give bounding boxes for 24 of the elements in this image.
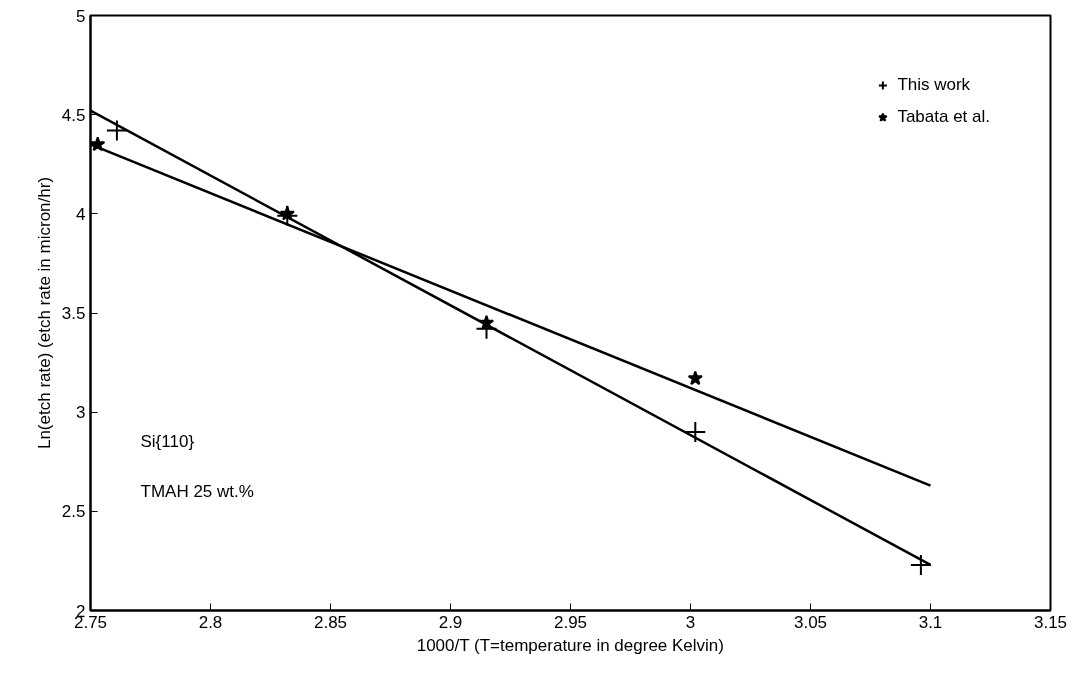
annotation: TMAH 25 wt.%	[140, 481, 254, 501]
x-tick-label: 3.15	[1033, 612, 1068, 632]
point	[105, 119, 128, 142]
x-tick-label: 2.8	[198, 612, 223, 632]
x-tick-label: 3	[685, 612, 696, 632]
x-tick-label: 2.85	[313, 612, 348, 632]
y-tick-label: 4	[76, 204, 86, 224]
point	[276, 204, 299, 227]
y-tick-label: 3.5	[61, 304, 86, 323]
x-tick-label: 3.05	[793, 612, 828, 632]
point	[684, 421, 707, 443]
y-tick-label: 2.5	[61, 502, 86, 522]
y-axis-title: Ln(etch rate) (etch rate in micron/hr)	[34, 176, 54, 450]
x-axis-title: 1000/T (T=temperature in degree Kelvin)	[416, 635, 724, 655]
legend-label: This work	[897, 75, 971, 95]
y-tick-label: 4.5	[61, 105, 86, 125]
legend-label: Tabata et al.	[897, 107, 990, 127]
y-tick-label: 5	[76, 6, 86, 26]
x-tick-label: 2.9	[438, 612, 463, 632]
annotation: Si{110}	[140, 431, 195, 451]
point	[687, 370, 703, 386]
x-tick-label: 3.1	[918, 612, 943, 632]
x-tick-label: 2.95	[553, 612, 588, 632]
y-tick-label: 3	[76, 403, 86, 423]
